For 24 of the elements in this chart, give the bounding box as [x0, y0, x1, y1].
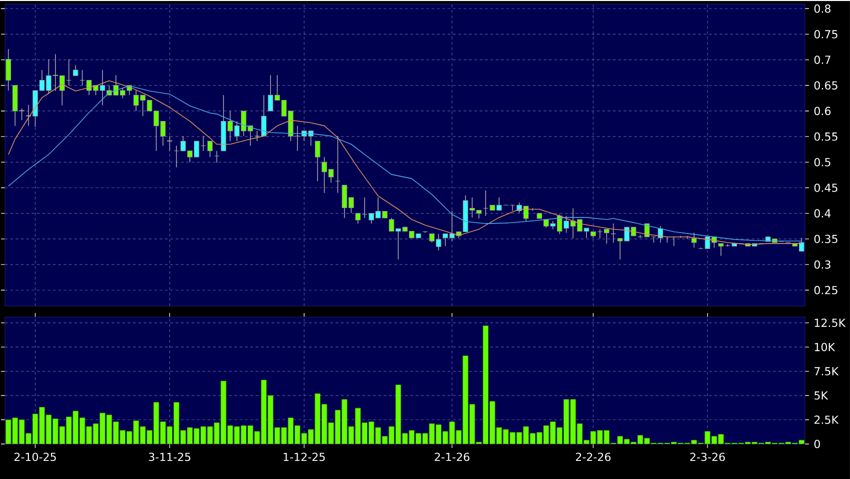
x-tick-label: 1-12-25 [284, 452, 325, 462]
y-tick-label: 0.3 [814, 260, 830, 269]
y-tick-label: 0 [814, 440, 820, 448]
x-tick-label: 3-11-25 [148, 452, 190, 462]
y-tick-label: 0.6 [814, 106, 831, 116]
x-tick-label: 2-10-25 [14, 452, 56, 462]
y-tick-label: 5K [814, 391, 828, 400]
y-tick-label: 0.55 [814, 132, 838, 141]
y-tick-label: 0.45 [814, 184, 838, 192]
y-tick-label: 0.4 [814, 209, 831, 218]
y-tick-label: 0.7 [814, 56, 830, 64]
y-tick-label: 12.5K [814, 318, 846, 327]
y-tick-label: 7.5K [814, 367, 839, 376]
y-tick-label: 0.75 [814, 30, 838, 38]
x-tick-label: 2-2-26 [576, 452, 611, 462]
y-tick-label: 2.5K [814, 416, 839, 424]
x-tick-label: 2-1-26 [434, 452, 470, 462]
y-tick-label: 0.8 [814, 4, 830, 13]
y-tick-label: 0.5 [814, 158, 830, 166]
x-tick-label: 2-3-26 [690, 452, 725, 462]
y-tick-label: 10K [814, 342, 836, 352]
y-tick-label: 0.25 [814, 286, 838, 294]
y-tick-label: 0.35 [814, 234, 838, 244]
y-tick-label: 0.65 [814, 81, 838, 90]
